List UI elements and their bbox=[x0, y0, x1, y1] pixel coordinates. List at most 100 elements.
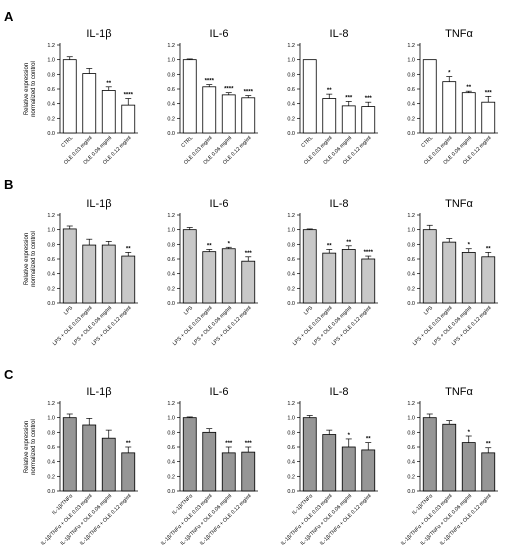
y-tick-label: 0.4 bbox=[47, 102, 55, 108]
y-tick-label: 0.0 bbox=[47, 489, 55, 495]
x-tick-label: LPS bbox=[423, 305, 435, 317]
y-tick-label: 0.0 bbox=[47, 131, 55, 137]
chart-title: IL-8 bbox=[330, 198, 349, 210]
y-axis-label-line: normalized to control bbox=[31, 231, 37, 287]
significance-marker: ** bbox=[486, 442, 491, 448]
y-tick-label: 0.6 bbox=[407, 87, 415, 93]
y-tick-label: 0.4 bbox=[287, 102, 295, 108]
y-tick-label: 0.6 bbox=[407, 445, 415, 451]
y-tick-label: 1.2 bbox=[167, 213, 175, 219]
bar bbox=[322, 252, 337, 304]
bar bbox=[202, 431, 217, 492]
bar bbox=[341, 446, 356, 492]
bar bbox=[82, 244, 97, 304]
bar bbox=[322, 434, 337, 492]
bar bbox=[82, 424, 97, 492]
y-tick-label: 0.4 bbox=[407, 272, 415, 278]
y-tick-label: 0.0 bbox=[407, 301, 415, 307]
y-tick-label: 0.8 bbox=[287, 242, 295, 248]
panel-b: B IL-1β 0.0 0.2 0.4 0.6 0.8 1.0 1.2 Relative expr… bbox=[4, 177, 498, 347]
chart-title: TNFα bbox=[445, 28, 473, 40]
chart-title: IL-6 bbox=[210, 386, 229, 398]
y-tick-label: 0.6 bbox=[287, 87, 295, 93]
bar bbox=[101, 244, 116, 304]
bar bbox=[182, 229, 197, 304]
chart-title: IL-6 bbox=[210, 198, 229, 210]
bar bbox=[202, 86, 217, 134]
y-tick-label: 0.8 bbox=[47, 72, 55, 78]
bar bbox=[422, 417, 437, 492]
y-axis-label: Relative expressionnormalized to control bbox=[24, 61, 37, 117]
significance-marker: * bbox=[468, 243, 471, 249]
bar bbox=[481, 256, 496, 304]
chart-title: IL-1β bbox=[86, 386, 111, 398]
y-tick-label: 0.0 bbox=[167, 131, 175, 137]
bar bbox=[62, 59, 77, 134]
significance-marker: *** bbox=[245, 251, 253, 257]
significance-marker: ** bbox=[366, 437, 371, 443]
y-tick-label: 0.8 bbox=[167, 430, 175, 436]
bar bbox=[481, 101, 496, 134]
panel-letter: B bbox=[4, 177, 13, 192]
significance-marker: *** bbox=[245, 441, 253, 447]
significance-marker: ** bbox=[126, 441, 131, 447]
significance-marker: *** bbox=[225, 441, 233, 447]
y-tick-label: 0.8 bbox=[167, 242, 175, 248]
chart-title: IL-6 bbox=[210, 28, 229, 40]
significance-marker: ** bbox=[327, 243, 332, 249]
significance-marker: ** bbox=[346, 240, 351, 246]
y-axis-label: Relative expressionnormalized to control bbox=[24, 419, 37, 475]
chart-TNFα: TNFα 0.0 0.2 0.4 0.6 0.8 1.0 1.2 LPS LPS + OLE 0.… bbox=[407, 198, 498, 347]
y-tick-label: 1.0 bbox=[167, 416, 175, 422]
y-tick-label: 0.4 bbox=[407, 460, 415, 466]
panel-a: A IL-1β 0.0 0.2 0.4 0.6 0.8 1.0 1.2 Relative expr… bbox=[4, 9, 498, 166]
bar bbox=[241, 97, 256, 134]
panel-c: C IL-1β 0.0 0.2 0.4 0.6 0.8 1.0 1.2 Relative expr… bbox=[4, 367, 498, 547]
bar bbox=[322, 98, 337, 134]
y-tick-label: 1.2 bbox=[47, 401, 55, 407]
y-axis-label-line: normalized to control bbox=[31, 61, 37, 117]
y-tick-label: 1.0 bbox=[47, 416, 55, 422]
significance-marker: ** bbox=[126, 246, 131, 252]
significance-marker: *** bbox=[365, 96, 373, 102]
y-tick-label: 0.8 bbox=[407, 242, 415, 248]
y-tick-label: 0.6 bbox=[167, 87, 175, 93]
bar bbox=[221, 452, 236, 492]
x-tick-label: LPS + OLE 0.12 mg/ml bbox=[91, 305, 133, 347]
chart-title: TNFα bbox=[445, 386, 473, 398]
y-tick-label: 0.4 bbox=[167, 460, 175, 466]
bar bbox=[302, 59, 317, 134]
bar bbox=[62, 228, 77, 304]
x-tick-label: CTRL bbox=[180, 135, 194, 149]
y-tick-label: 1.0 bbox=[167, 228, 175, 234]
y-tick-label: 0.6 bbox=[47, 257, 55, 263]
significance-marker: **** bbox=[224, 87, 234, 93]
chart-title: IL-8 bbox=[330, 28, 349, 40]
panel-letter: C bbox=[4, 367, 14, 382]
y-tick-label: 0.6 bbox=[287, 257, 295, 263]
bar bbox=[442, 241, 457, 304]
bar bbox=[442, 81, 457, 134]
x-tick-label: CTRL bbox=[420, 135, 434, 149]
y-tick-label: 0.0 bbox=[287, 301, 295, 307]
significance-marker: ** bbox=[486, 246, 491, 252]
chart-IL-8: IL-80.00.20.40.60.81.01.2IL-1β/TNFαIL-1β… bbox=[280, 386, 378, 547]
y-tick-label: 0.2 bbox=[407, 474, 415, 480]
y-tick-label: 1.2 bbox=[287, 213, 295, 219]
y-tick-label: 1.0 bbox=[407, 58, 415, 64]
y-tick-label: 1.2 bbox=[47, 213, 55, 219]
y-tick-label: 0.6 bbox=[47, 87, 55, 93]
significance-marker: * bbox=[348, 433, 351, 439]
significance-marker: **** bbox=[364, 250, 374, 256]
chart-IL-6: IL-60.00.20.40.60.81.01.2IL-1β/TNFαIL-1β… bbox=[160, 386, 258, 547]
bar bbox=[481, 452, 496, 492]
chart-title: IL-8 bbox=[330, 386, 349, 398]
y-axis-label-line: Relative expression bbox=[24, 63, 30, 115]
bar bbox=[341, 105, 356, 134]
significance-marker: **** bbox=[124, 93, 134, 99]
y-tick-label: 0.2 bbox=[167, 116, 175, 122]
